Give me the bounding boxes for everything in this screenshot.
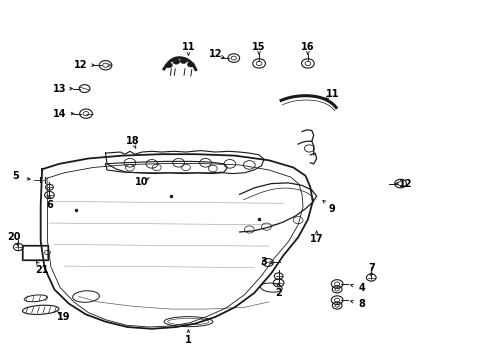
Text: 1: 1 bbox=[184, 334, 191, 345]
Circle shape bbox=[187, 62, 194, 67]
Text: 15: 15 bbox=[252, 42, 265, 52]
Text: 9: 9 bbox=[328, 204, 335, 214]
Text: 17: 17 bbox=[309, 234, 323, 244]
Circle shape bbox=[165, 63, 172, 68]
Circle shape bbox=[180, 58, 186, 63]
Text: 4: 4 bbox=[357, 283, 364, 293]
Text: 14: 14 bbox=[52, 109, 66, 119]
Text: 12: 12 bbox=[208, 49, 222, 59]
Text: 20: 20 bbox=[8, 232, 21, 242]
Circle shape bbox=[172, 59, 179, 64]
Text: 6: 6 bbox=[46, 200, 53, 210]
Text: 10: 10 bbox=[135, 177, 148, 187]
Text: 21: 21 bbox=[35, 265, 49, 275]
Text: 12: 12 bbox=[74, 60, 88, 70]
Text: 12: 12 bbox=[398, 179, 411, 189]
Text: 7: 7 bbox=[367, 263, 374, 273]
Text: 16: 16 bbox=[301, 42, 314, 52]
Bar bbox=[23, 246, 47, 258]
Text: 5: 5 bbox=[12, 171, 19, 181]
Text: 11: 11 bbox=[325, 89, 338, 99]
Text: 18: 18 bbox=[125, 136, 139, 145]
Text: 11: 11 bbox=[182, 42, 195, 52]
Text: 3: 3 bbox=[260, 257, 267, 267]
Text: 8: 8 bbox=[357, 299, 364, 309]
Bar bbox=[21, 245, 48, 260]
Text: 19: 19 bbox=[57, 312, 71, 322]
Text: 13: 13 bbox=[52, 84, 66, 94]
Text: 2: 2 bbox=[275, 288, 282, 298]
